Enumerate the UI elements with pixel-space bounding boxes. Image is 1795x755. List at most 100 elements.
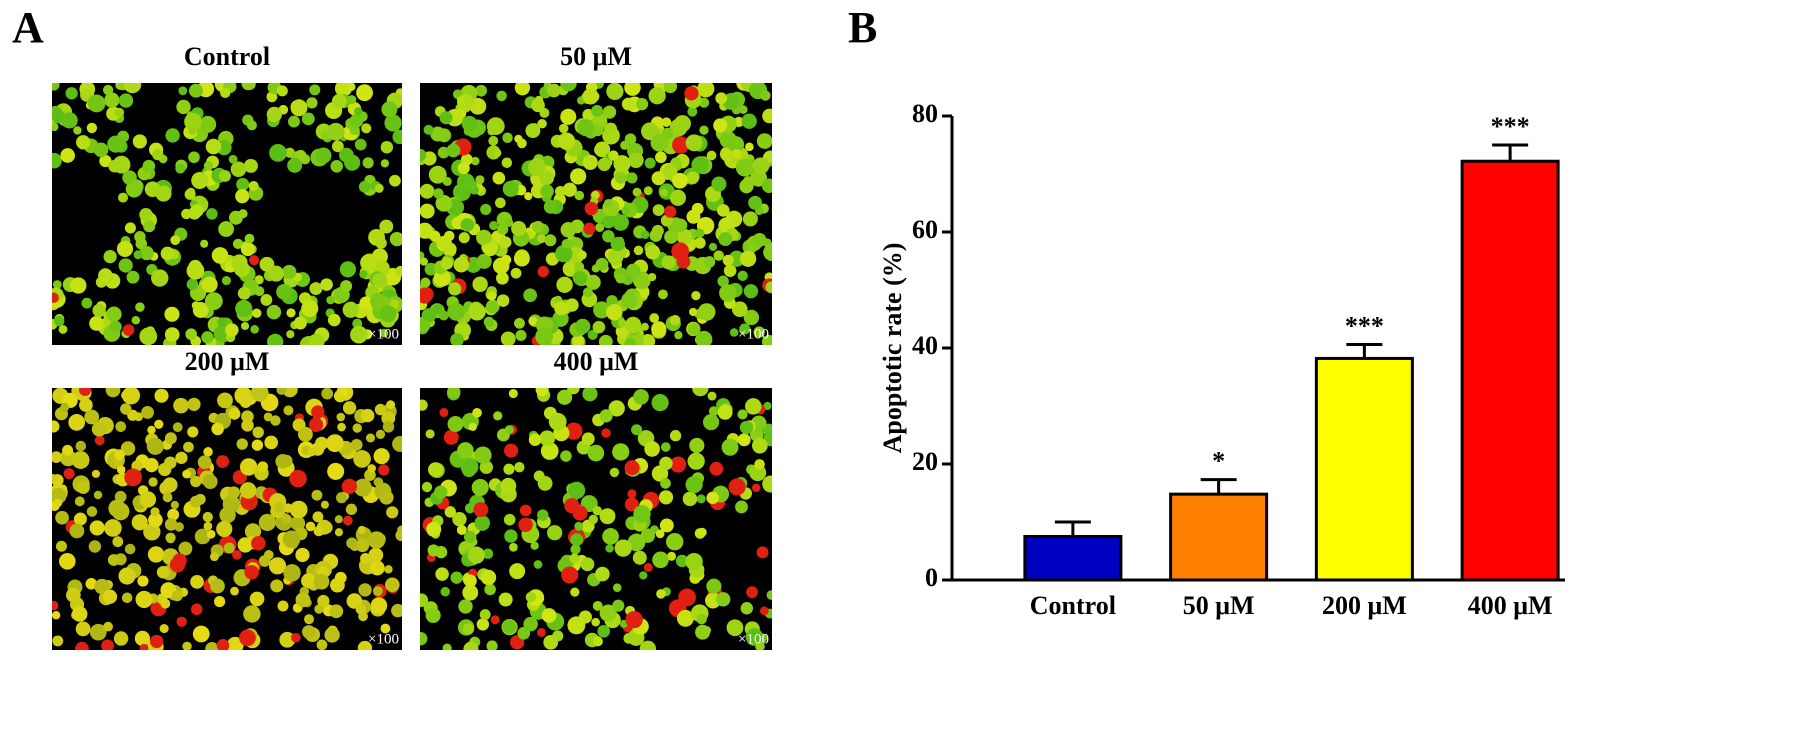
cell — [254, 286, 265, 297]
y-tick-label: 40 — [912, 331, 938, 360]
cell — [392, 435, 402, 452]
cell — [353, 450, 371, 468]
cell — [502, 180, 519, 197]
cell — [307, 448, 317, 457]
cell — [311, 405, 325, 419]
cell — [164, 456, 177, 469]
cell — [176, 616, 187, 627]
cell — [761, 334, 772, 345]
cell — [514, 83, 531, 96]
cell — [659, 518, 674, 533]
cell — [508, 388, 518, 399]
cell — [150, 634, 164, 649]
cell — [191, 171, 209, 190]
cell — [118, 93, 134, 108]
cell — [525, 123, 541, 139]
cell — [71, 451, 90, 469]
cell — [118, 192, 129, 203]
y-axis-label: Apoptotic rate (%) — [878, 243, 907, 454]
cell — [626, 172, 638, 184]
cell — [336, 412, 346, 422]
cell — [380, 623, 391, 634]
cell — [281, 514, 291, 524]
cell — [509, 563, 526, 580]
cell — [655, 151, 667, 164]
cell — [203, 161, 214, 171]
cell — [605, 544, 614, 553]
cell — [577, 250, 587, 260]
cell — [122, 324, 135, 336]
cell — [467, 546, 485, 564]
cell — [661, 127, 674, 140]
cell — [669, 315, 681, 326]
cell — [420, 183, 435, 199]
cell — [129, 179, 144, 194]
cell — [188, 151, 200, 164]
cell — [489, 220, 499, 231]
cell — [660, 188, 669, 197]
cell — [351, 327, 365, 341]
cell — [88, 540, 102, 553]
cell — [233, 261, 247, 275]
cell — [205, 642, 219, 650]
cell — [537, 509, 549, 521]
cell — [662, 164, 678, 180]
cell — [592, 505, 602, 516]
cell — [595, 222, 605, 232]
cell — [591, 124, 604, 137]
cell — [116, 240, 134, 258]
cell — [151, 269, 169, 287]
cell — [167, 508, 180, 521]
cell — [584, 201, 599, 216]
cell — [631, 424, 643, 436]
cell — [607, 249, 624, 266]
cell — [569, 553, 580, 564]
cell — [389, 231, 402, 247]
cell — [190, 475, 202, 488]
cell — [583, 222, 596, 235]
cell — [267, 333, 284, 345]
cell — [612, 599, 625, 612]
cell — [124, 222, 136, 234]
cell — [337, 422, 346, 432]
cell — [379, 490, 394, 505]
cell — [696, 613, 707, 625]
cell — [241, 419, 254, 432]
cell — [476, 229, 492, 246]
cell — [108, 159, 122, 173]
cell — [540, 442, 559, 460]
cell — [496, 294, 510, 307]
cell — [729, 328, 739, 337]
cell — [741, 113, 757, 129]
cell — [525, 591, 537, 603]
cell — [191, 301, 201, 310]
cell — [536, 627, 546, 637]
cell — [103, 621, 113, 632]
x-tick-label: 200 μM — [1322, 591, 1407, 620]
cell — [133, 250, 143, 260]
cell — [355, 538, 370, 553]
cell — [648, 87, 666, 105]
cell — [355, 604, 367, 615]
cell — [624, 337, 637, 345]
cell — [753, 326, 765, 338]
cell — [152, 148, 164, 161]
cell — [745, 398, 762, 415]
cell — [624, 460, 640, 476]
cell — [420, 399, 428, 411]
cell — [326, 122, 345, 141]
cell — [503, 513, 516, 526]
cell — [313, 573, 330, 590]
cell — [169, 557, 186, 573]
cell — [674, 218, 688, 232]
cell — [591, 105, 603, 117]
cell — [170, 500, 179, 510]
cell — [211, 247, 229, 264]
cell — [567, 481, 586, 499]
cell — [742, 176, 754, 187]
cell — [190, 204, 204, 218]
cell — [327, 462, 345, 480]
cell — [560, 83, 577, 92]
cell — [695, 624, 711, 640]
cell — [230, 161, 247, 178]
